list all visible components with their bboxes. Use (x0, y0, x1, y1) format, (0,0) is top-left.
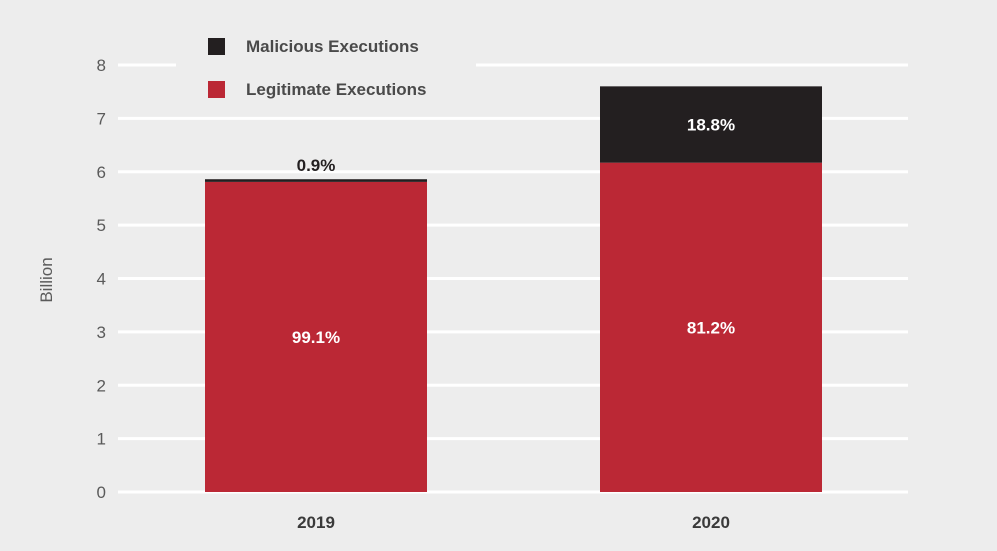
y-tick-label: 6 (97, 163, 106, 182)
legend: Malicious Executions Legitimate Executio… (208, 37, 426, 99)
y-tick-label: 0 (97, 483, 106, 502)
bars: 99.1% 0.9% 81.2% 18.8% (205, 86, 822, 493)
bar-segment-malicious-executions-2019 (205, 179, 427, 182)
y-tick-label: 3 (97, 323, 106, 342)
bar-segment-legitimate-executions-2019 (205, 181, 427, 493)
legend-swatch-legitimate (208, 81, 225, 98)
data-label: 0.9% (297, 156, 336, 175)
x-tick-label: 2020 (692, 513, 730, 532)
legend-background (176, 28, 476, 108)
x-axis-ticks: 2019 2020 (297, 513, 730, 532)
y-tick-label: 1 (97, 430, 106, 449)
legend-label-malicious: Malicious Executions (246, 37, 419, 56)
data-label: 81.2% (687, 318, 735, 337)
legend-swatch-malicious (208, 38, 225, 55)
bar-segment-legitimate-executions-2020 (600, 162, 822, 492)
y-axis-label: Billion (37, 257, 56, 302)
x-tick-label: 2019 (297, 513, 335, 532)
y-tick-label: 8 (97, 56, 106, 75)
y-axis-ticks: 0 1 2 3 4 5 6 7 8 (97, 56, 106, 502)
y-tick-label: 5 (97, 216, 106, 235)
y-tick-label: 2 (97, 376, 106, 395)
y-tick-label: 4 (97, 270, 106, 289)
data-label: 99.1% (292, 328, 340, 347)
legend-label-legitimate: Legitimate Executions (246, 80, 426, 99)
y-tick-label: 7 (97, 109, 106, 128)
bar-segment-malicious-executions-2020 (600, 86, 822, 163)
data-label: 18.8% (687, 116, 735, 135)
